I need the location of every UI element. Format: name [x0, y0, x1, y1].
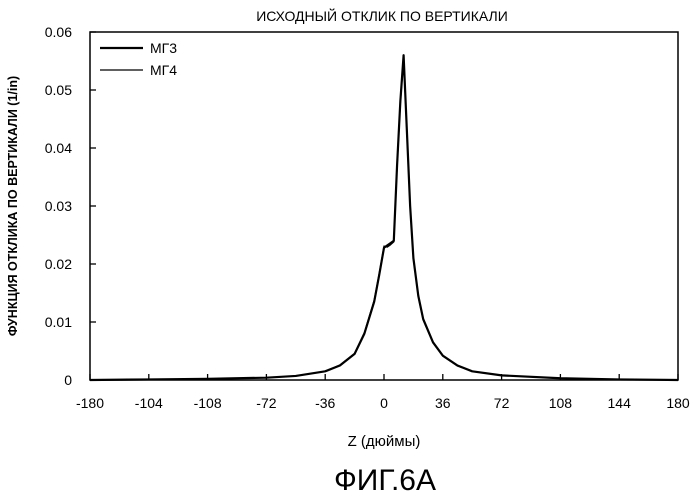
x-tick-label: 108 [549, 395, 573, 411]
x-axis-label: Z (дюймы) [348, 433, 421, 450]
x-tick-label: -180 [76, 395, 104, 411]
legend-label-1: МГ3 [150, 40, 177, 56]
y-axis-label: ФУНКЦИЯ ОТКЛИКА ПО ВЕРТИКАЛИ (1/in) [6, 76, 20, 336]
x-tick-label: 36 [435, 395, 451, 411]
y-tick-label: 0.04 [45, 140, 72, 156]
x-tick-label: 180 [666, 395, 690, 411]
plot-frame [90, 32, 678, 380]
series-lines [90, 55, 678, 380]
x-tick-label: -104 [135, 395, 163, 411]
figure-label: ФИГ.6А [334, 464, 436, 497]
y-tick-label: 0 [64, 372, 72, 388]
y-tick-label: 0.05 [45, 82, 72, 98]
y-tick-label: 0.06 [45, 24, 72, 40]
x-tick-label: -108 [194, 395, 222, 411]
chart-title: ИСХОДНЫЙ ОТКЛИК ПО ВЕРТИКАЛИ [256, 7, 508, 24]
y-tick-label: 0.01 [45, 314, 72, 330]
y-tick-label: 0.02 [45, 256, 72, 272]
series-line-2 [90, 58, 678, 380]
y-tick-label: 0.03 [45, 198, 72, 214]
x-tick-label: 0 [380, 395, 388, 411]
series-line-1 [90, 55, 678, 380]
x-tick-label: 72 [494, 395, 510, 411]
x-tick-label: -36 [315, 395, 335, 411]
x-tick-label: -72 [256, 395, 276, 411]
legend: МГ3МГ4 [100, 40, 177, 78]
x-tick-label: 144 [608, 395, 632, 411]
y-axis: 0 0.01 0.02 0.03 0.04 0.05 0.06 [45, 24, 96, 388]
legend-label-2: МГ4 [150, 62, 177, 78]
